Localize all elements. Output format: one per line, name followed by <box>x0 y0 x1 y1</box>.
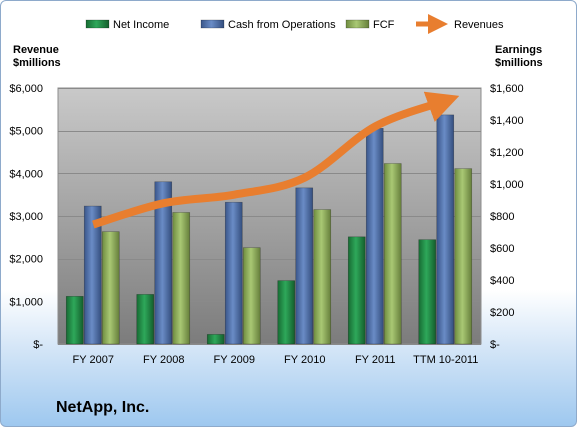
revenue-line <box>92 91 460 229</box>
bar-fcf-2 <box>242 247 261 345</box>
bar-cash-from-operations-1 <box>154 181 173 345</box>
bar-fcf-3 <box>313 209 332 345</box>
left-tick-label-3: $3,000 <box>9 211 43 223</box>
gridlines <box>58 88 481 345</box>
legend-swatch-net-income <box>85 19 110 29</box>
left-tick-label-1: $1,000 <box>9 296 43 308</box>
right-tick-label-0: $- <box>490 339 500 351</box>
left-tick-label-4: $4,000 <box>9 168 43 180</box>
bar-fcf-4 <box>383 163 402 345</box>
legend-label-net-income: Net Income <box>113 19 169 31</box>
right-tick-label-1: $200 <box>490 307 514 319</box>
legend-label-cash-from-operations: Cash from Operations <box>228 19 336 31</box>
right-axis-title-line-2: $millions <box>495 57 543 69</box>
bar-cash-from-operations-2 <box>224 201 243 345</box>
legend: Net Income Cash from Operations FCF Revenue… <box>85 14 504 34</box>
right-tick-label-6: $1,200 <box>490 147 524 159</box>
category-label-5: TTM 10-2011 <box>413 354 478 366</box>
left-tick-label-0: $- <box>33 339 43 351</box>
bar-fcf-5 <box>454 168 473 345</box>
legend-label-revenues: Revenues <box>454 19 504 31</box>
left-axis-title-line-2: $millions <box>13 57 61 69</box>
right-axis-title-line-1: Earnings <box>495 44 543 56</box>
left-axis-title-line-1: Revenue <box>13 44 59 56</box>
category-label-4: FY 2011 <box>355 354 396 366</box>
left-tick-label-6: $6,000 <box>9 83 43 95</box>
bar-fcf-0 <box>101 231 120 345</box>
bar-net-income-0 <box>65 296 84 345</box>
company-name: NetApp, Inc. <box>56 399 150 416</box>
bar-net-income-5 <box>418 239 437 345</box>
legend-swatch-fcf <box>345 19 370 29</box>
right-tick-label-7: $1,400 <box>490 115 524 127</box>
legend-label-fcf: FCF <box>373 19 395 31</box>
bar-net-income-1 <box>136 294 155 345</box>
revenues-line <box>92 91 460 229</box>
left-tick-label-5: $5,000 <box>9 126 43 138</box>
category-label-1: FY 2008 <box>143 354 184 366</box>
bar-cash-from-operations-0 <box>83 205 102 345</box>
bar-cash-from-operations-3 <box>295 187 314 345</box>
right-tick-label-8: $1,600 <box>490 83 524 95</box>
bars <box>65 114 473 345</box>
right-tick-label-5: $1,000 <box>490 179 524 191</box>
category-label-0: FY 2007 <box>73 354 114 366</box>
axis-ticks: $- $1,000 $2,000 $3,000 $4,000 $5,000 $6,000 $-… <box>9 83 523 366</box>
right-tick-label-3: $600 <box>490 243 514 255</box>
left-tick-label-2: $2,000 <box>9 254 43 266</box>
category-label-3: FY 2010 <box>284 354 325 366</box>
legend-swatch-cash-from-operations <box>200 19 225 29</box>
bar-cash-from-operations-4 <box>365 128 384 345</box>
right-tick-label-4: $800 <box>490 211 514 223</box>
bar-net-income-4 <box>347 236 366 345</box>
bar-fcf-1 <box>172 212 191 345</box>
left-axis-title: Revenue $millions <box>13 44 61 70</box>
right-axis-title: Earnings $millions <box>495 44 543 70</box>
bar-cash-from-operations-5 <box>436 114 455 345</box>
bar-net-income-2 <box>206 334 225 345</box>
right-tick-label-2: $400 <box>490 275 514 287</box>
bar-net-income-3 <box>277 280 296 345</box>
category-label-2: FY 2009 <box>214 354 255 366</box>
